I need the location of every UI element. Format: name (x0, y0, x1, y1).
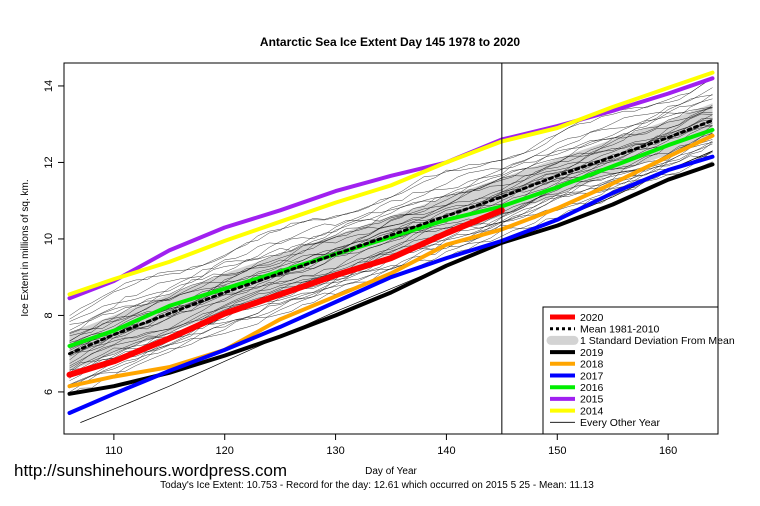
legend-label: 1 Standard Deviation From Mean (580, 335, 735, 347)
other-year-line (69, 112, 713, 343)
other-year-line (69, 93, 713, 331)
series-line-every-other-year (80, 150, 713, 423)
series-line-2018 (67, 133, 715, 389)
x-tick-label: 120 (216, 445, 234, 457)
x-tick-label: 150 (548, 445, 566, 457)
y-axis-label: Ice Extent in millions of sq. km. (20, 179, 31, 316)
legend-label: 2019 (580, 347, 604, 359)
legend-label: 2018 (580, 359, 604, 371)
y-tick-label: 6 (43, 389, 55, 395)
legend-item: 1 Standard Deviation From Mean (546, 335, 735, 347)
footer-stats: Today's Ice Extent: 10.753 - Record for … (160, 480, 594, 491)
y-tick-label: 10 (43, 233, 55, 245)
other-year-line (69, 106, 713, 337)
y-tick-label: 12 (43, 156, 55, 168)
legend-item: 2015 (550, 394, 604, 406)
x-axis: 110 120 130 140 150 160 (105, 433, 677, 457)
legend-label: Mean 1981-2010 (580, 324, 660, 336)
legend-item: 2017 (550, 370, 604, 382)
x-tick-label: 140 (437, 445, 455, 457)
other-year-line (69, 118, 713, 356)
legend-item: 2019 (550, 347, 604, 359)
y-tick-label: 8 (43, 312, 55, 318)
x-tick-label: 110 (105, 445, 123, 457)
legend-item: Every Other Year (550, 417, 660, 429)
legend-label: Every Other Year (580, 417, 660, 429)
other-year-line (69, 94, 713, 325)
other-year-line (69, 139, 713, 371)
watermark-url: http://sunshinehours.wordpress.com (14, 461, 287, 480)
legend-label: 2020 (580, 312, 604, 324)
series-line-2016 (67, 127, 715, 348)
other-year-line (69, 87, 713, 322)
legend-item: 2014 (550, 405, 604, 417)
series-line-2014 (67, 70, 715, 297)
legend-item: 2016 (550, 382, 604, 394)
series-line-2020 (66, 207, 505, 378)
other-year-line (69, 77, 713, 320)
x-axis-label: Day of Year (365, 466, 417, 477)
series-line-2015 (67, 76, 715, 301)
y-axis: 6 8 10 12 14 (43, 80, 64, 395)
x-tick-label: 130 (326, 445, 344, 457)
x-tick-label: 160 (659, 445, 677, 457)
other-year-line (69, 132, 713, 369)
series-layer (66, 70, 715, 423)
legend-label: 2017 (580, 370, 604, 382)
plot-area (66, 70, 715, 423)
other-year-line (69, 155, 713, 386)
legend-label: 2016 (580, 382, 604, 394)
legend-item: 2020 (550, 312, 604, 324)
other-year-line (69, 125, 713, 353)
other-year-line (69, 98, 713, 333)
legend-label: 2015 (580, 394, 604, 406)
legend-box (542, 306, 719, 435)
y-tick-label: 14 (43, 80, 55, 92)
legend-item: 2018 (550, 359, 604, 371)
legend-item: Mean 1981-2010 (550, 324, 660, 336)
series-line-mean-1981-2010 (68, 118, 714, 356)
other-year-line (69, 106, 713, 334)
legend-label: 2014 (580, 405, 604, 417)
series-line-2017 (67, 154, 715, 415)
chart-title: Antarctic Sea Ice Extent Day 145 1978 to… (260, 35, 520, 49)
